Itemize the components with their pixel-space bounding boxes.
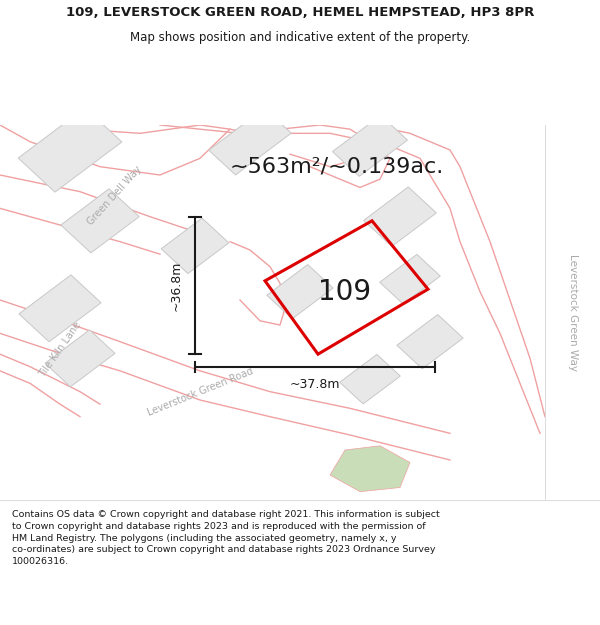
Polygon shape <box>380 254 440 304</box>
Polygon shape <box>332 116 407 176</box>
Polygon shape <box>19 275 101 342</box>
Text: ~563m²/~0.139ac.: ~563m²/~0.139ac. <box>230 157 444 177</box>
Text: 109: 109 <box>319 278 371 306</box>
Polygon shape <box>18 108 122 192</box>
Text: Contains OS data © Crown copyright and database right 2021. This information is : Contains OS data © Crown copyright and d… <box>12 510 440 566</box>
Text: 109, LEVERSTOCK GREEN ROAD, HEMEL HEMPSTEAD, HP3 8PR: 109, LEVERSTOCK GREEN ROAD, HEMEL HEMPST… <box>66 6 534 19</box>
Text: Green Dell Way: Green Dell Way <box>86 164 144 228</box>
Text: Leverstock Green Road: Leverstock Green Road <box>146 366 254 418</box>
Polygon shape <box>45 330 115 387</box>
Text: ~37.8m: ~37.8m <box>290 378 340 391</box>
Polygon shape <box>267 264 333 319</box>
Text: Tile Kiln Lane: Tile Kiln Lane <box>37 321 83 379</box>
Text: Leverstock Green Way: Leverstock Green Way <box>568 254 577 371</box>
Text: ~36.8m: ~36.8m <box>170 260 183 311</box>
Polygon shape <box>330 446 410 492</box>
Polygon shape <box>61 189 139 253</box>
Text: Map shows position and indicative extent of the property.: Map shows position and indicative extent… <box>130 31 470 44</box>
Polygon shape <box>340 354 400 404</box>
Polygon shape <box>161 218 229 274</box>
Polygon shape <box>364 187 436 246</box>
Polygon shape <box>397 314 463 369</box>
Polygon shape <box>209 108 291 175</box>
